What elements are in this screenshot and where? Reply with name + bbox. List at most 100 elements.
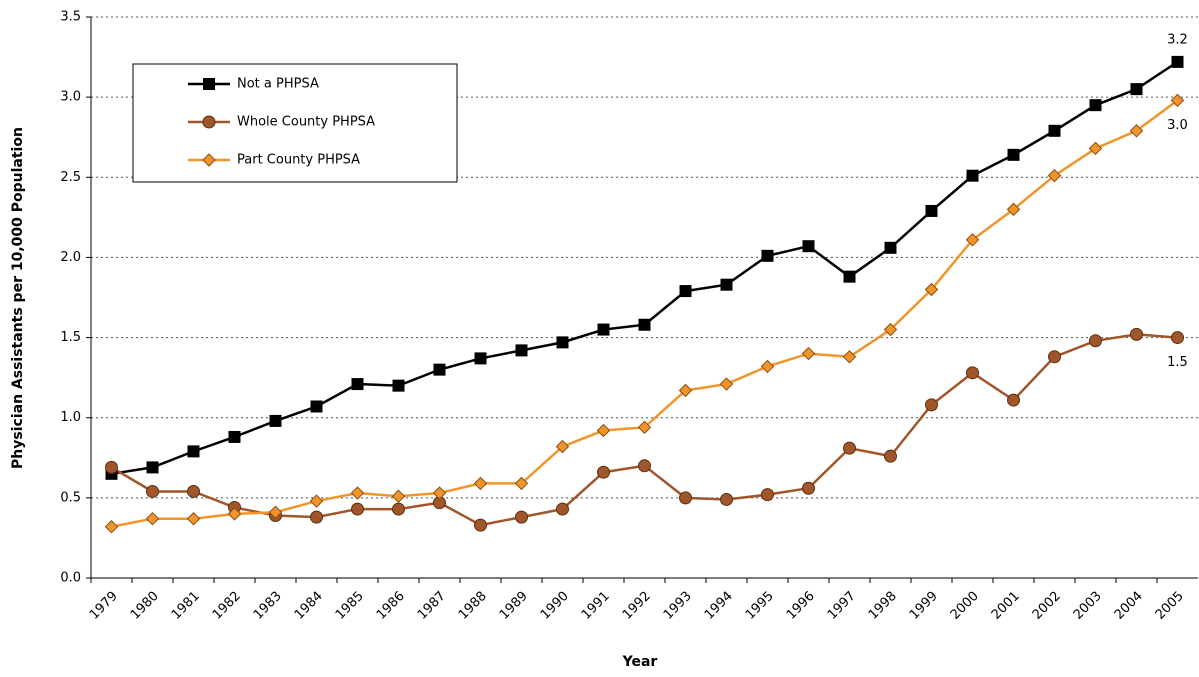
- marker: [924, 282, 939, 297]
- marker: [638, 318, 651, 331]
- marker: [925, 398, 938, 412]
- data-label: 3.0: [1167, 118, 1188, 133]
- marker: [351, 378, 364, 391]
- marker: [105, 460, 118, 474]
- marker: [965, 233, 980, 247]
- marker: [802, 481, 815, 495]
- x-tick-label: 1990: [538, 589, 572, 623]
- x-tick-label: 1999: [907, 589, 941, 623]
- x-axis-title: Year: [622, 654, 658, 670]
- marker: [515, 510, 528, 524]
- x-tick-label: 1989: [497, 589, 531, 623]
- x-tick-label: 2000: [948, 589, 982, 623]
- legend-label: Part County PHPSA: [237, 153, 360, 168]
- marker: [1130, 83, 1143, 96]
- marker: [883, 322, 898, 337]
- marker: [1088, 141, 1103, 156]
- x-tick-label: 1979: [87, 589, 121, 623]
- y-tick-label: 1.0: [60, 410, 81, 425]
- marker: [1130, 327, 1143, 341]
- x-tick-label: 1983: [251, 589, 285, 623]
- marker: [1171, 331, 1184, 345]
- marker: [966, 169, 979, 182]
- x-tick-label: 2001: [989, 589, 1023, 623]
- marker: [433, 363, 446, 376]
- y-tick-label: 0.5: [60, 490, 81, 505]
- marker: [187, 484, 200, 498]
- legend-box: [132, 63, 458, 183]
- marker: [1047, 168, 1062, 183]
- marker: [720, 492, 733, 506]
- marker: [679, 491, 692, 505]
- marker: [1129, 124, 1144, 138]
- x-tick-label: 2002: [1030, 589, 1064, 623]
- marker: [720, 278, 733, 291]
- x-tick-label: 1988: [456, 589, 490, 623]
- y-tick-label: 3.5: [60, 10, 81, 25]
- marker: [310, 400, 323, 413]
- marker: [391, 489, 406, 503]
- marker: [145, 511, 160, 526]
- y-axis-title: Physician Assistants per 10,000 Populati…: [10, 127, 26, 469]
- marker: [761, 249, 774, 262]
- marker: [269, 414, 282, 427]
- y-tick-label: 0.0: [60, 571, 81, 586]
- marker: [966, 366, 979, 380]
- marker: [310, 510, 323, 524]
- y-tick-label: 2.5: [60, 170, 81, 185]
- marker: [925, 204, 938, 217]
- marker: [1171, 55, 1184, 68]
- marker: [202, 115, 216, 129]
- marker: [884, 241, 897, 254]
- x-tick-label: 2005: [1153, 589, 1187, 623]
- marker: [761, 488, 774, 502]
- marker: [884, 449, 897, 463]
- x-tick-label: 1981: [169, 589, 203, 623]
- marker: [350, 486, 365, 500]
- marker: [801, 346, 816, 361]
- marker: [719, 377, 734, 391]
- marker: [474, 518, 487, 532]
- marker: [1007, 393, 1020, 407]
- marker: [596, 423, 611, 438]
- marker: [514, 476, 529, 491]
- x-tick-label: 1993: [661, 589, 695, 623]
- marker: [187, 445, 200, 458]
- marker: [597, 323, 610, 336]
- marker: [679, 285, 692, 298]
- marker: [555, 439, 570, 454]
- legend-label: Not a PHPSA: [237, 77, 319, 92]
- marker: [1007, 148, 1020, 161]
- marker: [637, 420, 652, 435]
- x-tick-label: 1986: [374, 589, 408, 623]
- marker: [1048, 124, 1061, 137]
- x-tick-label: 2004: [1112, 589, 1146, 623]
- marker: [1089, 99, 1102, 112]
- marker: [146, 484, 159, 498]
- x-tick-label: 1994: [702, 589, 736, 623]
- marker: [515, 344, 528, 357]
- marker: [638, 459, 651, 473]
- marker: [1089, 334, 1102, 348]
- marker: [432, 486, 447, 500]
- y-tick-label: 2.0: [60, 250, 81, 265]
- marker: [597, 465, 610, 479]
- y-tick-label: 1.5: [60, 330, 81, 345]
- marker: [227, 507, 242, 521]
- y-tick-label: 3.0: [60, 90, 81, 105]
- legend-label: Whole County PHPSA: [237, 115, 375, 130]
- marker: [309, 494, 324, 508]
- marker: [760, 359, 775, 374]
- marker: [802, 240, 815, 253]
- marker: [228, 430, 241, 443]
- marker: [678, 383, 693, 398]
- x-tick-label: 1980: [128, 589, 162, 623]
- marker: [843, 270, 856, 283]
- x-tick-label: 1987: [415, 589, 449, 623]
- marker: [351, 502, 364, 516]
- x-tick-label: 1996: [784, 589, 818, 623]
- x-tick-label: 1995: [743, 589, 777, 623]
- marker: [104, 520, 119, 534]
- marker: [392, 502, 405, 516]
